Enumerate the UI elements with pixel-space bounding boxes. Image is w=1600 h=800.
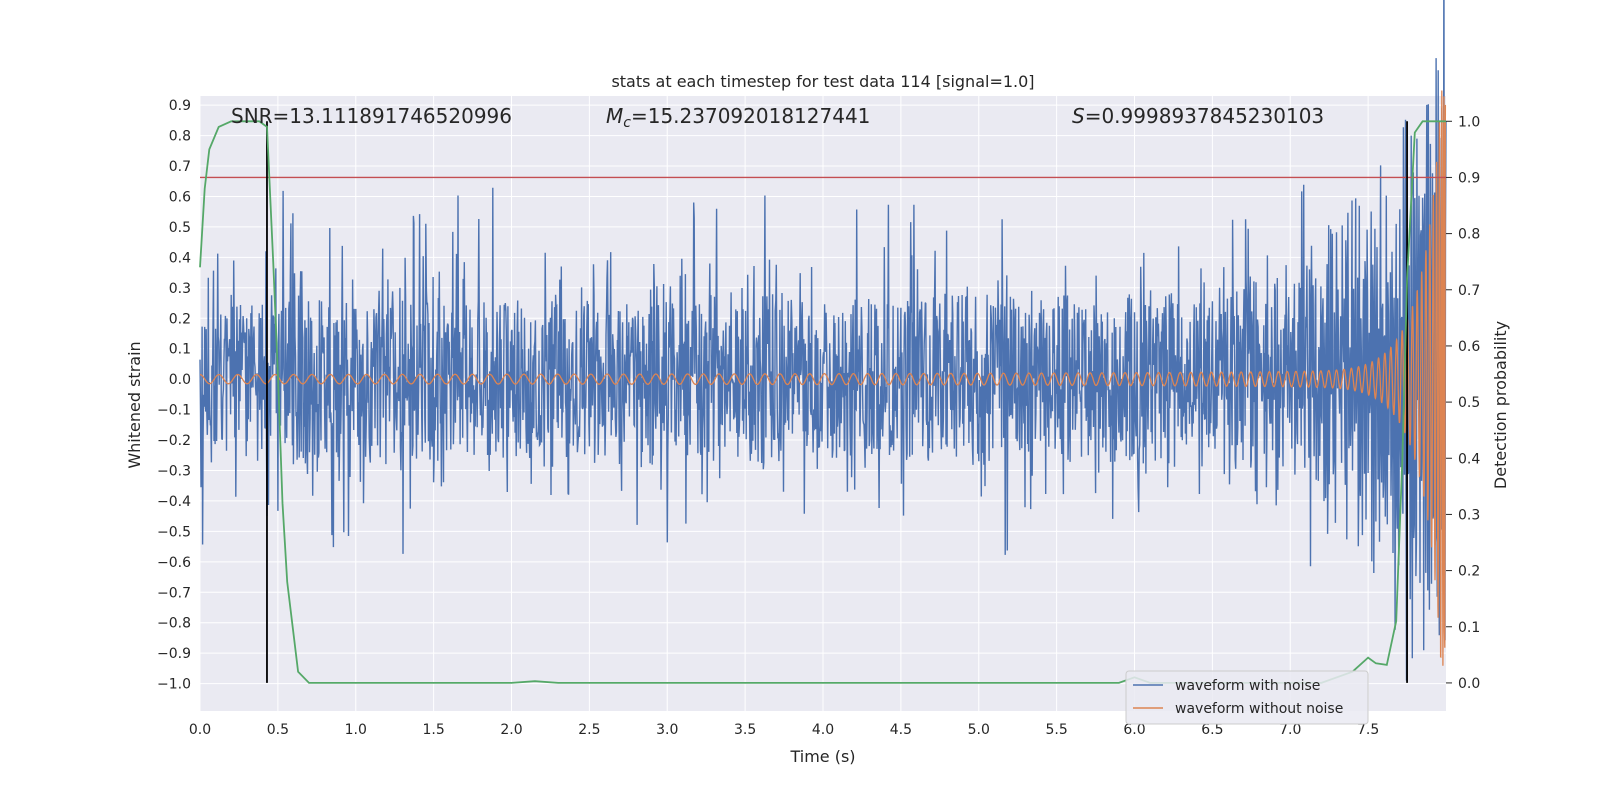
y-tick-label: 0.2: [169, 311, 191, 327]
y2-tick-label: 0.8: [1458, 227, 1480, 243]
x-tick-label: 7.5: [1357, 722, 1379, 738]
y2-tick-label: 0.4: [1458, 451, 1480, 467]
x-tick-label: 0.0: [189, 722, 211, 738]
x-tick-label: 3.5: [734, 722, 756, 738]
axes: 0.0 0.5 1.0 1.5 2.0 2.5 3.0 3.5 4.0 4.5 5.0 5.5 6.0 6…: [157, 98, 1480, 738]
x-tick-label: 3.0: [656, 722, 678, 738]
x-tick-label: 5.5: [1045, 722, 1067, 738]
x-tick-label: 6.5: [1201, 722, 1223, 738]
x-axis-label: Time (s): [789, 747, 855, 766]
series-waveform-with-noise: [199, 0, 1447, 681]
legend: waveform with noise waveform without noi…: [1125, 670, 1369, 725]
y-tick-label: −0.7: [157, 585, 191, 601]
chirp-mass-annotation: Mc=15.237092018127441: [606, 104, 870, 131]
y2-tick-label: 0.3: [1458, 507, 1480, 523]
y-tick-label: −0.3: [157, 463, 191, 479]
snr-annotation: SNR=13.111891746520996: [231, 104, 512, 128]
y2-tick-label: 0.9: [1458, 170, 1480, 186]
x-tick-label: 7.0: [1279, 722, 1301, 738]
y2-tick-label: 0.5: [1458, 395, 1480, 411]
legend-label-waveform-without-noise: waveform without noise: [1175, 701, 1343, 717]
y-tick-label: −0.5: [157, 524, 191, 540]
chart-title: stats at each timestep for test data 114…: [611, 72, 1034, 91]
x-tick-label: 2.5: [578, 722, 600, 738]
mc-subscript: c: [623, 115, 631, 131]
legend-box: [1125, 670, 1369, 725]
y-tick-label: 0.7: [169, 159, 191, 175]
y-tick-label: −0.8: [157, 616, 191, 632]
y2-tick-label: 1.0: [1458, 114, 1480, 130]
y-tick-label: −0.9: [157, 646, 191, 662]
y2-tick-label: 0.6: [1458, 339, 1480, 355]
s-value: =0.9998937845230103: [1085, 104, 1324, 128]
y-tick-label: 0.8: [169, 129, 191, 145]
s-symbol: S: [1072, 104, 1085, 128]
y2-tick-label: 0.7: [1458, 283, 1480, 299]
y-tick-label: −0.6: [157, 555, 191, 571]
y-tick-label: 0.4: [169, 250, 191, 266]
x-tick-label: 6.0: [1123, 722, 1145, 738]
x-tick-label: 4.0: [812, 722, 834, 738]
y-tick-label: 0.0: [169, 372, 191, 388]
y-tick-label: 0.9: [169, 98, 191, 114]
overlays: [199, 120, 1446, 684]
x-tick-label: 1.0: [345, 722, 367, 738]
detection-probability-line: [199, 120, 1446, 684]
series-waveform-without-noise: [200, 90, 1447, 666]
x-tick-label: 4.5: [890, 722, 912, 738]
x-tick-label: 1.5: [422, 722, 444, 738]
y-tick-label: 0.5: [169, 220, 191, 236]
waveform-with-noise-line: [199, 0, 1447, 681]
legend-label-waveform-with-noise: waveform with noise: [1175, 678, 1320, 694]
y-tick-label: −0.1: [157, 403, 191, 419]
y-tick-label: −0.2: [157, 433, 191, 449]
x-tick-label: 0.5: [267, 722, 289, 738]
x-tick-label: 2.0: [500, 722, 522, 738]
y2-axis-label: Detection probability: [1491, 321, 1510, 489]
y-tick-label: 0.6: [169, 189, 191, 205]
mc-symbol: M: [606, 104, 623, 128]
waveform-without-noise-line: [200, 90, 1447, 666]
y-axis-label: Whitened strain: [125, 341, 144, 468]
y2-tick-label: 0.0: [1458, 676, 1480, 692]
mc-value: =15.237092018127441: [631, 104, 870, 128]
y2-tick-label: 0.2: [1458, 564, 1480, 580]
y-tick-label: 0.3: [169, 281, 191, 297]
x-tick-label: 5.0: [968, 722, 990, 738]
y-tick-label: −0.4: [157, 494, 191, 510]
y-tick-label: −1.0: [157, 677, 191, 693]
s-annotation: S=0.9998937845230103: [1072, 104, 1324, 128]
y2-tick-label: 0.1: [1458, 620, 1480, 636]
y-tick-label: 0.1: [169, 342, 191, 358]
